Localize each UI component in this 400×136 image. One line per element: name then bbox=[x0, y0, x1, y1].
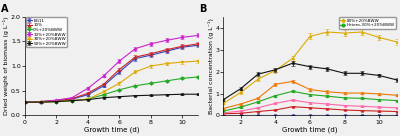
Y-axis label: Bacterial concentration (g L⁻¹): Bacterial concentration (g L⁻¹) bbox=[208, 18, 214, 114]
X-axis label: Growth time (d): Growth time (d) bbox=[282, 126, 338, 132]
Text: A: A bbox=[1, 4, 8, 14]
Text: B: B bbox=[199, 4, 206, 14]
Y-axis label: Dried weight of biomass (g L⁻¹): Dried weight of biomass (g L⁻¹) bbox=[4, 17, 10, 115]
Legend: BG11, 10%, 0%+20%BWW, 10%+20%BWW, 30%+20%BWW, 50%+20%BWW: BG11, 10%, 0%+20%BWW, 10%+20%BWW, 30%+20… bbox=[26, 17, 67, 47]
X-axis label: Growth time (d): Growth time (d) bbox=[84, 126, 139, 132]
Legend: 80%+20%BWW, Hetero-30%+20%BWW: 80%+20%BWW, Hetero-30%+20%BWW bbox=[339, 17, 396, 29]
